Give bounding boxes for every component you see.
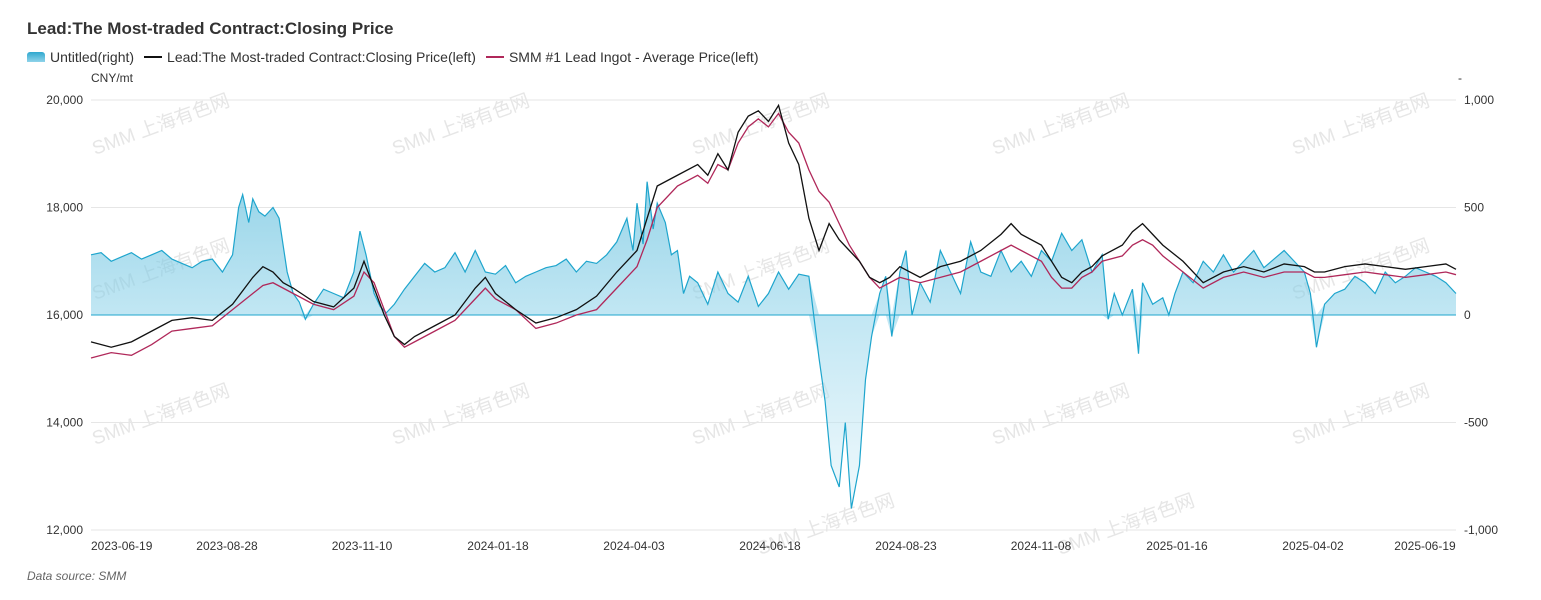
watermark-text: SMM 上海有色网 xyxy=(689,380,832,450)
y-left-tick-label: 14,000 xyxy=(46,416,83,430)
y-left-tick-label: 16,000 xyxy=(46,308,83,322)
y-left-unit-label: CNY/mt xyxy=(91,71,134,85)
y-right-tick-label: 0 xyxy=(1464,308,1471,322)
area-fill-positive xyxy=(91,181,1456,315)
chart-title: Lead:The Most-traded Contract:Closing Pr… xyxy=(27,19,394,38)
data-source-note: Data source: SMM xyxy=(27,569,127,583)
legend-swatch-line xyxy=(144,56,163,58)
x-tick-label: 2025-06-19 xyxy=(1394,539,1456,553)
watermark-text: SMM 上海有色网 xyxy=(89,380,232,450)
legend-item-closing-price[interactable]: Lead:The Most-traded Contract:Closing Pr… xyxy=(144,49,476,65)
y-left-tick-label: 20,000 xyxy=(46,93,83,107)
axes-layer: 20,000 18,000 16,000 14,000 12,000 1,000 500 0 -… xyxy=(46,71,1498,553)
y-right-unit-label: - xyxy=(1458,71,1462,85)
y-left-tick-label: 12,000 xyxy=(46,523,83,537)
legend: Untitled(right) Lead:The Most-traded Con… xyxy=(27,49,769,65)
legend-label: SMM #1 Lead Ingot - Average Price(left) xyxy=(508,49,759,65)
y-left-tick-label: 18,000 xyxy=(46,201,83,215)
legend-label: Untitled(right) xyxy=(50,49,135,65)
x-tick-label: 2024-01-18 xyxy=(467,539,529,553)
x-tick-label: 2024-06-18 xyxy=(739,539,801,553)
x-tick-label: 2024-11-08 xyxy=(1011,539,1072,553)
series-layer xyxy=(90,103,1457,509)
watermark-layer: SMM 上海有色网 SMM 上海有色网 SMM 上海有色网 SMM 上海有色网 SMM … xyxy=(89,90,1432,560)
y-right-tick-label: -1,000 xyxy=(1464,523,1498,537)
x-tick-label: 2025-01-16 xyxy=(1146,539,1208,553)
watermark-text: SMM 上海有色网 xyxy=(389,380,532,450)
legend-swatch-area xyxy=(27,52,45,62)
legend-item-smm-ingot[interactable]: SMM #1 Lead Ingot - Average Price(left) xyxy=(485,49,759,65)
legend-item-untitled[interactable]: Untitled(right) xyxy=(27,49,134,65)
x-tick-label: 2023-11-10 xyxy=(332,539,393,553)
series-untitled-line xyxy=(90,181,1457,509)
legend-label: Lead:The Most-traded Contract:Closing Pr… xyxy=(167,49,476,65)
x-tick-label: 2024-04-03 xyxy=(603,539,665,553)
legend-swatch-line xyxy=(485,56,504,58)
series-closing-price-line xyxy=(90,103,1457,348)
series-smm-ingot-line xyxy=(90,112,1457,359)
watermark-text: SMM 上海有色网 xyxy=(989,380,1132,450)
x-tick-label: 2023-06-19 xyxy=(91,539,153,553)
x-tick-label: 2024-08-23 xyxy=(875,539,937,553)
y-right-tick-label: 1,000 xyxy=(1464,93,1494,107)
x-tick-label: 2023-08-28 xyxy=(196,539,258,553)
x-tick-label: 2025-04-02 xyxy=(1282,539,1344,553)
y-right-tick-label: 500 xyxy=(1464,201,1484,215)
watermark-text: SMM 上海有色网 xyxy=(1289,380,1432,450)
y-right-tick-label: -500 xyxy=(1464,416,1488,430)
